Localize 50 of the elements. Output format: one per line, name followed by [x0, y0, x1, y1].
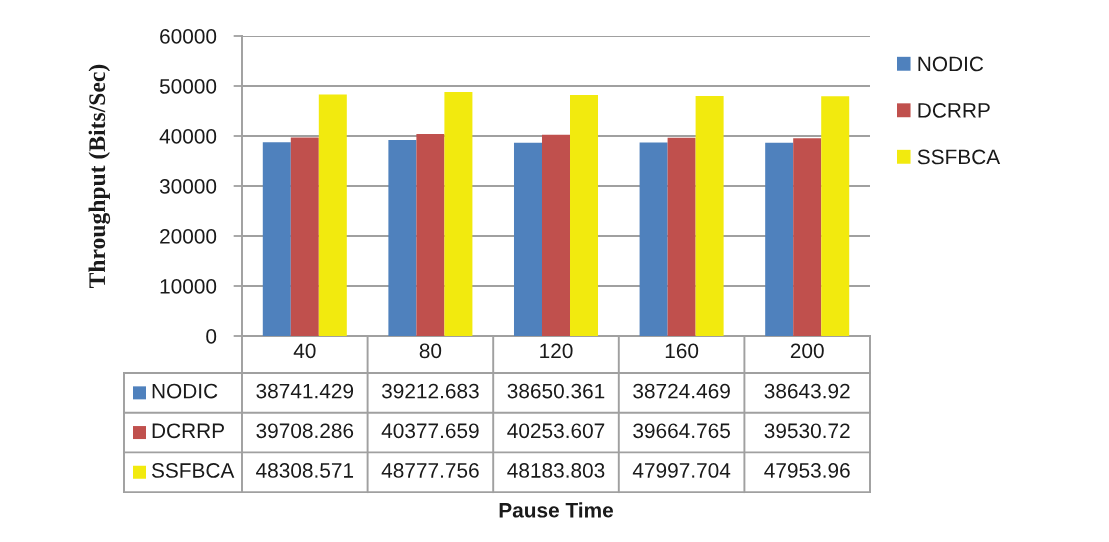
data-label: 48308.571 — [256, 463, 354, 478]
data-label: 40253.607 — [507, 423, 605, 439]
x-tick-label: 40 — [293, 343, 316, 359]
x-tick-label: 200 — [790, 343, 824, 359]
bar — [570, 95, 599, 336]
text: Pause Time — [499, 502, 614, 518]
data-label: 39212.683 — [381, 383, 479, 399]
y-tick-label: 10000 — [160, 279, 217, 294]
bar — [513, 142, 542, 336]
data-label: 40377.659 — [381, 423, 479, 439]
text: NODIC — [918, 56, 984, 72]
y-tick-label: 20000 — [160, 229, 217, 244]
data-label: 38643.92 — [764, 383, 850, 399]
bar — [262, 142, 291, 336]
bar — [765, 142, 794, 336]
legend-label: DCRRP — [918, 103, 990, 118]
y-axis-title: Throughput (Bits/Sec) — [88, 64, 111, 289]
data-label: 38724.469 — [633, 383, 730, 399]
y-tick-label: 0 — [206, 329, 217, 344]
x-tick-label: 160 — [665, 343, 699, 359]
y-tick-label: 50000 — [159, 79, 217, 94]
data-label: 48777.756 — [381, 463, 479, 478]
legend-label: SSFBCA — [917, 149, 1001, 165]
data-label: 38650.361 — [507, 383, 605, 399]
legend-label: NODIC — [152, 383, 218, 399]
data-label: 39530.72 — [764, 423, 850, 439]
data-label: 47953.96 — [764, 463, 850, 478]
text: SSFBCA — [151, 463, 235, 478]
data-label: 48183.803 — [507, 463, 605, 478]
bar — [290, 137, 319, 336]
bar — [416, 134, 445, 336]
bar — [388, 139, 417, 336]
x-tick-label: 80 — [419, 343, 442, 359]
bar — [821, 96, 850, 336]
data-label: 47997.704 — [632, 463, 731, 478]
bar — [639, 142, 668, 336]
y-tick-label: 60000 — [160, 29, 217, 44]
data-label: 39664.765 — [633, 423, 730, 439]
y-tick-label: 30000 — [159, 179, 217, 194]
bar — [667, 137, 696, 336]
text: DCRRP — [152, 423, 224, 439]
data-label: 38741.429 — [256, 383, 354, 399]
bar — [793, 138, 822, 336]
bar — [695, 96, 724, 336]
bar — [542, 134, 570, 336]
y-tick-label: 40000 — [159, 129, 217, 144]
data-label: 39708.286 — [256, 423, 354, 439]
x-tick-label: 120 — [540, 343, 573, 359]
bar — [444, 92, 473, 336]
bar — [318, 94, 347, 336]
